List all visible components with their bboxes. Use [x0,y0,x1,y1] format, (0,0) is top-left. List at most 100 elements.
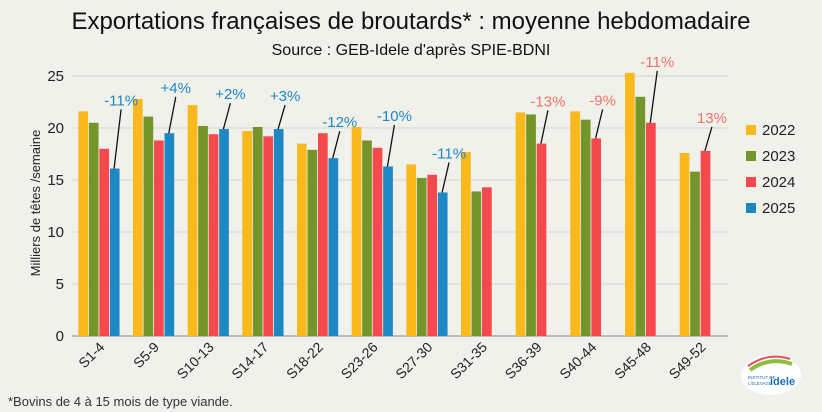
bar-2022-S40-44 [570,111,581,336]
y-tick-label: 0 [56,328,64,345]
bar-2022-S5-9 [133,98,143,336]
legend-swatch-2023 [746,151,756,161]
x-tick-label: S27-30 [392,339,435,382]
bar-2024-S40-44 [591,138,602,336]
legend-label: 2022 [762,122,795,139]
legend-label: 2025 [762,200,795,217]
callout-line [332,131,341,159]
y-axis-label: Milliers de têtes /semaine [28,130,43,277]
callout-line [222,102,232,130]
y-tick-label: 5 [56,276,64,293]
callout-line [168,96,177,134]
bar-2024-S49-52 [700,150,711,336]
callout-label: 13% [697,110,727,127]
bar-2022-S18-22 [297,143,307,336]
bar-2024-S36-39 [536,143,547,336]
legend-swatch-2025 [746,203,756,213]
bar-2023-S49-52 [690,171,700,336]
x-tick-label: S45-48 [611,339,654,382]
logo-name: idele [770,376,795,388]
callout-line [113,109,122,169]
x-tick-label: S5-9 [130,339,162,371]
bar-2023-S5-9 [143,116,154,336]
legend: 2022 2023 2024 2025 [746,122,795,217]
legend-label: 2023 [762,148,795,165]
footnote: *Bovins de 4 à 15 mois de type viande. [8,394,233,409]
bar-2023-S14-17 [252,126,263,337]
bar-2025-S14-17 [273,129,284,336]
bar-2025-S18-22 [328,158,339,336]
logo-line2: L'ÉLEVAGE [748,380,772,386]
legend-swatch-2024 [746,177,756,187]
legend-swatch-2022 [746,125,756,135]
bar-2024-S10-13 [208,134,219,336]
x-tick-label: S14-17 [228,339,271,382]
x-tick-label: S36-39 [502,339,545,382]
callout-line [649,70,658,123]
bar-2023-S40-44 [580,119,591,337]
x-tick-label: S10-13 [174,339,217,382]
bar-2025-S10-13 [219,129,229,336]
bar-2024-S5-9 [154,140,164,336]
bar-2023-S45-48 [635,96,646,336]
bar-2023-S1-4 [88,122,99,336]
callout-label: -11% [104,92,138,109]
x-tick-label: S40-44 [556,339,599,382]
bar-2022-S49-52 [679,152,690,336]
bar-2023-S36-39 [526,114,536,336]
bar-2022-S27-30 [406,164,417,336]
callout-line [704,126,713,152]
y-tick-label: 15 [47,172,64,189]
callout-label: -12% [322,114,357,131]
callout-label: +4% [161,80,191,97]
callout-label: -13% [530,93,565,110]
bar-2022-S14-17 [242,131,253,336]
bar-2022-S1-4 [78,111,89,336]
x-tick-label: S1-4 [75,339,107,371]
bar-2023-S31-35 [471,191,482,336]
bar-2024-S27-30 [427,174,438,336]
bar-2025-S5-9 [164,133,175,336]
y-tick-label: 10 [47,224,64,241]
logo-line1: INSTITUT DE [748,375,776,380]
callout-label: -10% [377,108,412,125]
bar-2025-S23-26 [383,166,393,336]
bar-2024-S18-22 [318,133,328,336]
x-tick-label: S49-52 [666,339,709,382]
bar-2024-S14-17 [263,136,274,336]
bar-2024-S45-48 [646,122,656,336]
callout-label: -9% [589,92,616,109]
x-tick-label: S18-22 [283,339,326,382]
y-tick-label: 25 [47,68,64,85]
bar-2022-S31-35 [461,151,471,336]
bar-2023-S10-13 [198,125,208,336]
x-tick-label: S31-35 [447,339,490,382]
callout-line [386,124,396,167]
bar-2025-S27-30 [437,192,448,336]
bar-2024-S23-26 [372,147,383,336]
bar-2025-S1-4 [109,168,120,336]
bar-2022-S10-13 [187,105,198,337]
x-axis: S1-4 S5-9 S10-13 S14-17 S18-22 S23-26 S27-30 S3… [75,339,709,382]
callout-label: -11% [640,54,674,71]
callout-label: -11% [432,145,466,162]
gridlines [72,75,728,337]
chart-subtitle: Source : GEB-Idele d'après SPIE-BDNI [271,42,551,59]
bar-2023-S27-30 [416,177,427,336]
bar-2024-S1-4 [99,148,110,336]
bar-2023-S23-26 [362,140,372,336]
callout-line [540,110,549,144]
callout-line [594,109,604,139]
callout-label: +3% [270,88,300,105]
bar-2022-S45-48 [625,72,635,336]
callouts: -11% +4% +2% +3% -12% -10% -11% -13% -9% -11% 13% [104,54,727,193]
bar-2022-S36-39 [515,112,526,337]
callout-line [277,104,286,130]
bars [78,72,711,337]
chart-title: Exportations françaises de broutards* : … [71,8,751,35]
idele-logo: INSTITUT DE L'ÉLEVAGE idele [741,355,801,395]
y-tick-label: 20 [47,120,64,137]
bar-2023-S18-22 [307,149,318,336]
legend-label: 2024 [762,174,795,191]
x-tick-label: S23-26 [338,339,381,382]
